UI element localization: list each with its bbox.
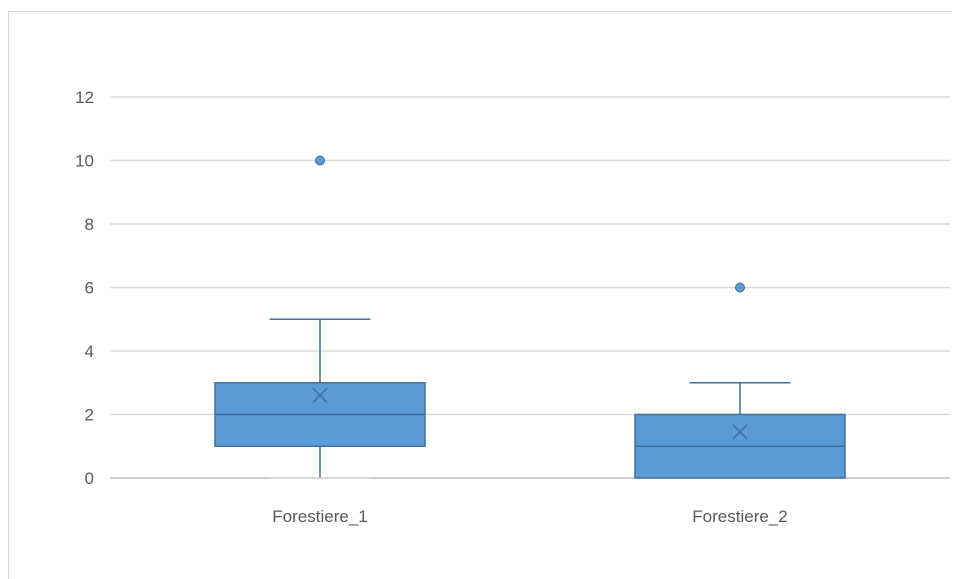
y-tick-label-12: 12 [75,88,94,107]
y-tick-label-6: 6 [85,279,94,298]
y-axis-tick-labels: 0 2 4 6 8 10 12 [75,88,94,488]
chart-frame [8,11,952,579]
y-tick-label-2: 2 [85,406,94,425]
mean-marker-b [312,387,328,403]
gridlines [110,96,950,416]
outlier-point-0 [315,155,325,166]
y-tick-label-10: 10 [75,152,94,171]
y-tick-label-8: 8 [85,215,94,234]
y-tick-label-4: 4 [85,342,94,361]
mean-marker-b [732,424,748,440]
x-category-label-Forestiere_1: Forestiere_1 [272,507,367,526]
box-Forestiere_2 [634,282,846,479]
y-tick-label-0: 0 [85,469,94,488]
x-category-label-Forestiere_2: Forestiere_2 [692,507,787,526]
outlier-point-0 [735,282,745,293]
x-axis-category-labels: Forestiere_1 Forestiere_2 [272,507,787,526]
box-Forestiere_1 [214,155,426,479]
boxes-layer [214,155,846,479]
